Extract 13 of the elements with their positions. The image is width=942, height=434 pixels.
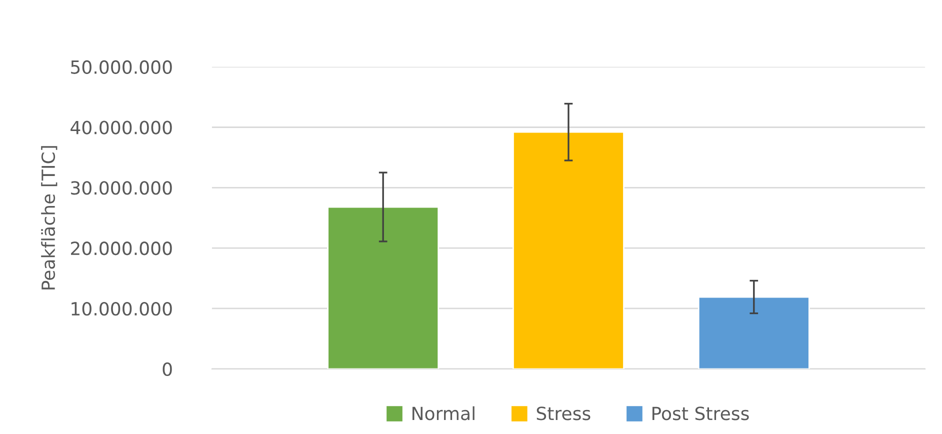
y-tick-label: 50.000.000 (71, 60, 172, 74)
y-axis-title: Peakfläche [TIC] (41, 146, 58, 290)
y-tick-label: 30.000.000 (71, 181, 172, 195)
y-tick-label: 20.000.000 (71, 242, 172, 256)
y-tick-label: 0 (162, 362, 172, 376)
y-tick-label: 40.000.000 (70, 120, 172, 134)
bar (698, 296, 810, 369)
bar (512, 131, 624, 369)
bar (327, 206, 440, 369)
legend-label: Normal (412, 406, 474, 420)
legend-label: Stress (536, 406, 590, 420)
y-tick-label: 10.000.000 (72, 302, 172, 316)
legend-label: Post Stress (652, 406, 749, 420)
